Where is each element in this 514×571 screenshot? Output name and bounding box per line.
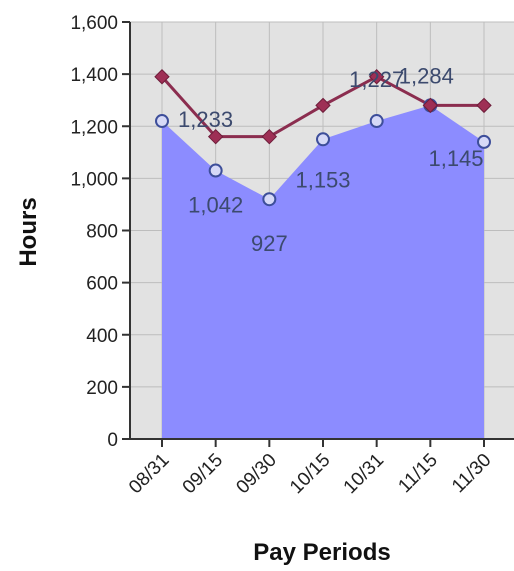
area-series xyxy=(162,105,484,440)
area-point xyxy=(369,114,384,129)
data-label: 1,042 xyxy=(188,193,243,218)
data-label: 1,145 xyxy=(428,146,483,171)
x-tick-label: 10/15 xyxy=(286,450,334,498)
y-tick-label: 600 xyxy=(86,274,118,295)
line-point xyxy=(368,69,385,85)
y-tick-label: 400 xyxy=(86,326,118,347)
line-point xyxy=(476,97,492,114)
y-ticks: 0 200 400 600 800 1,000 1,200 1,400 1,600 xyxy=(70,13,130,451)
x-tick-label: 08/31 xyxy=(125,450,173,498)
line-point xyxy=(261,128,278,145)
markers xyxy=(154,69,492,207)
data-label: 927 xyxy=(251,231,288,256)
area-fill xyxy=(162,105,484,440)
area-point xyxy=(208,163,223,178)
y-tick-label: 200 xyxy=(86,378,118,399)
x-tick-label: 11/30 xyxy=(448,450,495,497)
data-label: 1,227 xyxy=(349,67,404,92)
area-point xyxy=(316,132,330,147)
area-point xyxy=(477,134,491,149)
line-point xyxy=(207,128,224,145)
y-tick-label: 1,000 xyxy=(70,169,118,190)
area-point xyxy=(262,192,277,207)
area-point xyxy=(155,114,169,129)
y-tick-label: 1,200 xyxy=(70,117,118,138)
x-tick-label: 09/30 xyxy=(232,450,280,498)
y-tick-label: 800 xyxy=(86,222,118,243)
x-tick-label: 09/15 xyxy=(179,450,227,498)
x-tick-label: 11/15 xyxy=(394,450,441,497)
line-point xyxy=(154,69,170,85)
line-point xyxy=(422,97,439,114)
x-ticks: 08/31 09/15 09/30 10/15 10/31 11/15 11/30 xyxy=(125,439,496,498)
data-label: 1,233 xyxy=(178,107,233,132)
data-label: 1,153 xyxy=(295,167,350,192)
data-label: 1,284 xyxy=(399,63,454,88)
line-point xyxy=(315,97,331,114)
y-tick-label: 1,400 xyxy=(70,65,118,86)
y-axis-title: Hours xyxy=(15,197,42,266)
y-tick-label: 1,600 xyxy=(70,13,118,34)
x-tick-label: 10/31 xyxy=(340,450,388,498)
y-tick-label: 0 xyxy=(107,430,118,451)
x-axis-title: Pay Periods xyxy=(253,539,390,566)
